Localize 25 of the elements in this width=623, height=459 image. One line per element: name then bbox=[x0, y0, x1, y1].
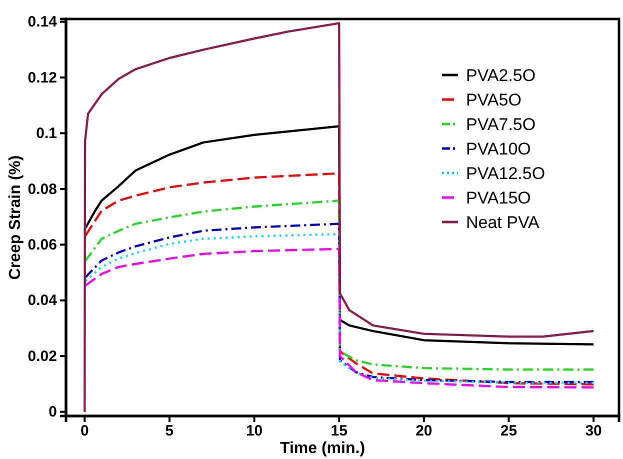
y-tick-label: 0.08 bbox=[28, 180, 57, 198]
legend-label: PVA15O bbox=[466, 188, 531, 208]
y-tick-label: 0.12 bbox=[28, 69, 57, 86]
x-tick-label: 25 bbox=[500, 422, 518, 440]
x-tick-label: 5 bbox=[165, 422, 174, 440]
legend-label: PVA5O bbox=[466, 90, 522, 110]
y-tick-label: 0.06 bbox=[28, 236, 57, 254]
y-tick-label: 0.1 bbox=[36, 125, 57, 142]
legend-label: PVA10O bbox=[466, 140, 531, 158]
y-tick-label: 0.04 bbox=[28, 292, 58, 310]
x-tick-label: 10 bbox=[246, 422, 263, 440]
line-series bbox=[84, 22, 595, 413]
legend-label: Neat PVA bbox=[466, 213, 540, 232]
legend-label: PVA2.5O bbox=[466, 66, 536, 85]
x-tick-label: 15 bbox=[330, 422, 348, 440]
x-tick-label: 30 bbox=[585, 422, 602, 440]
y-axis-title: Creep Strain (%) bbox=[7, 155, 24, 280]
x-tick-label: 0 bbox=[80, 422, 89, 440]
y-tick-label: 0 bbox=[48, 404, 57, 421]
y-tick-label: 0.02 bbox=[28, 348, 57, 365]
legend-label: PVA7.5O bbox=[466, 115, 536, 134]
x-axis-title: Time (min.) bbox=[280, 440, 366, 457]
legend-label: PVA12.5O bbox=[466, 164, 546, 183]
y-tick-label: 0.14 bbox=[28, 14, 58, 31]
x-tick-label: 20 bbox=[416, 422, 432, 440]
